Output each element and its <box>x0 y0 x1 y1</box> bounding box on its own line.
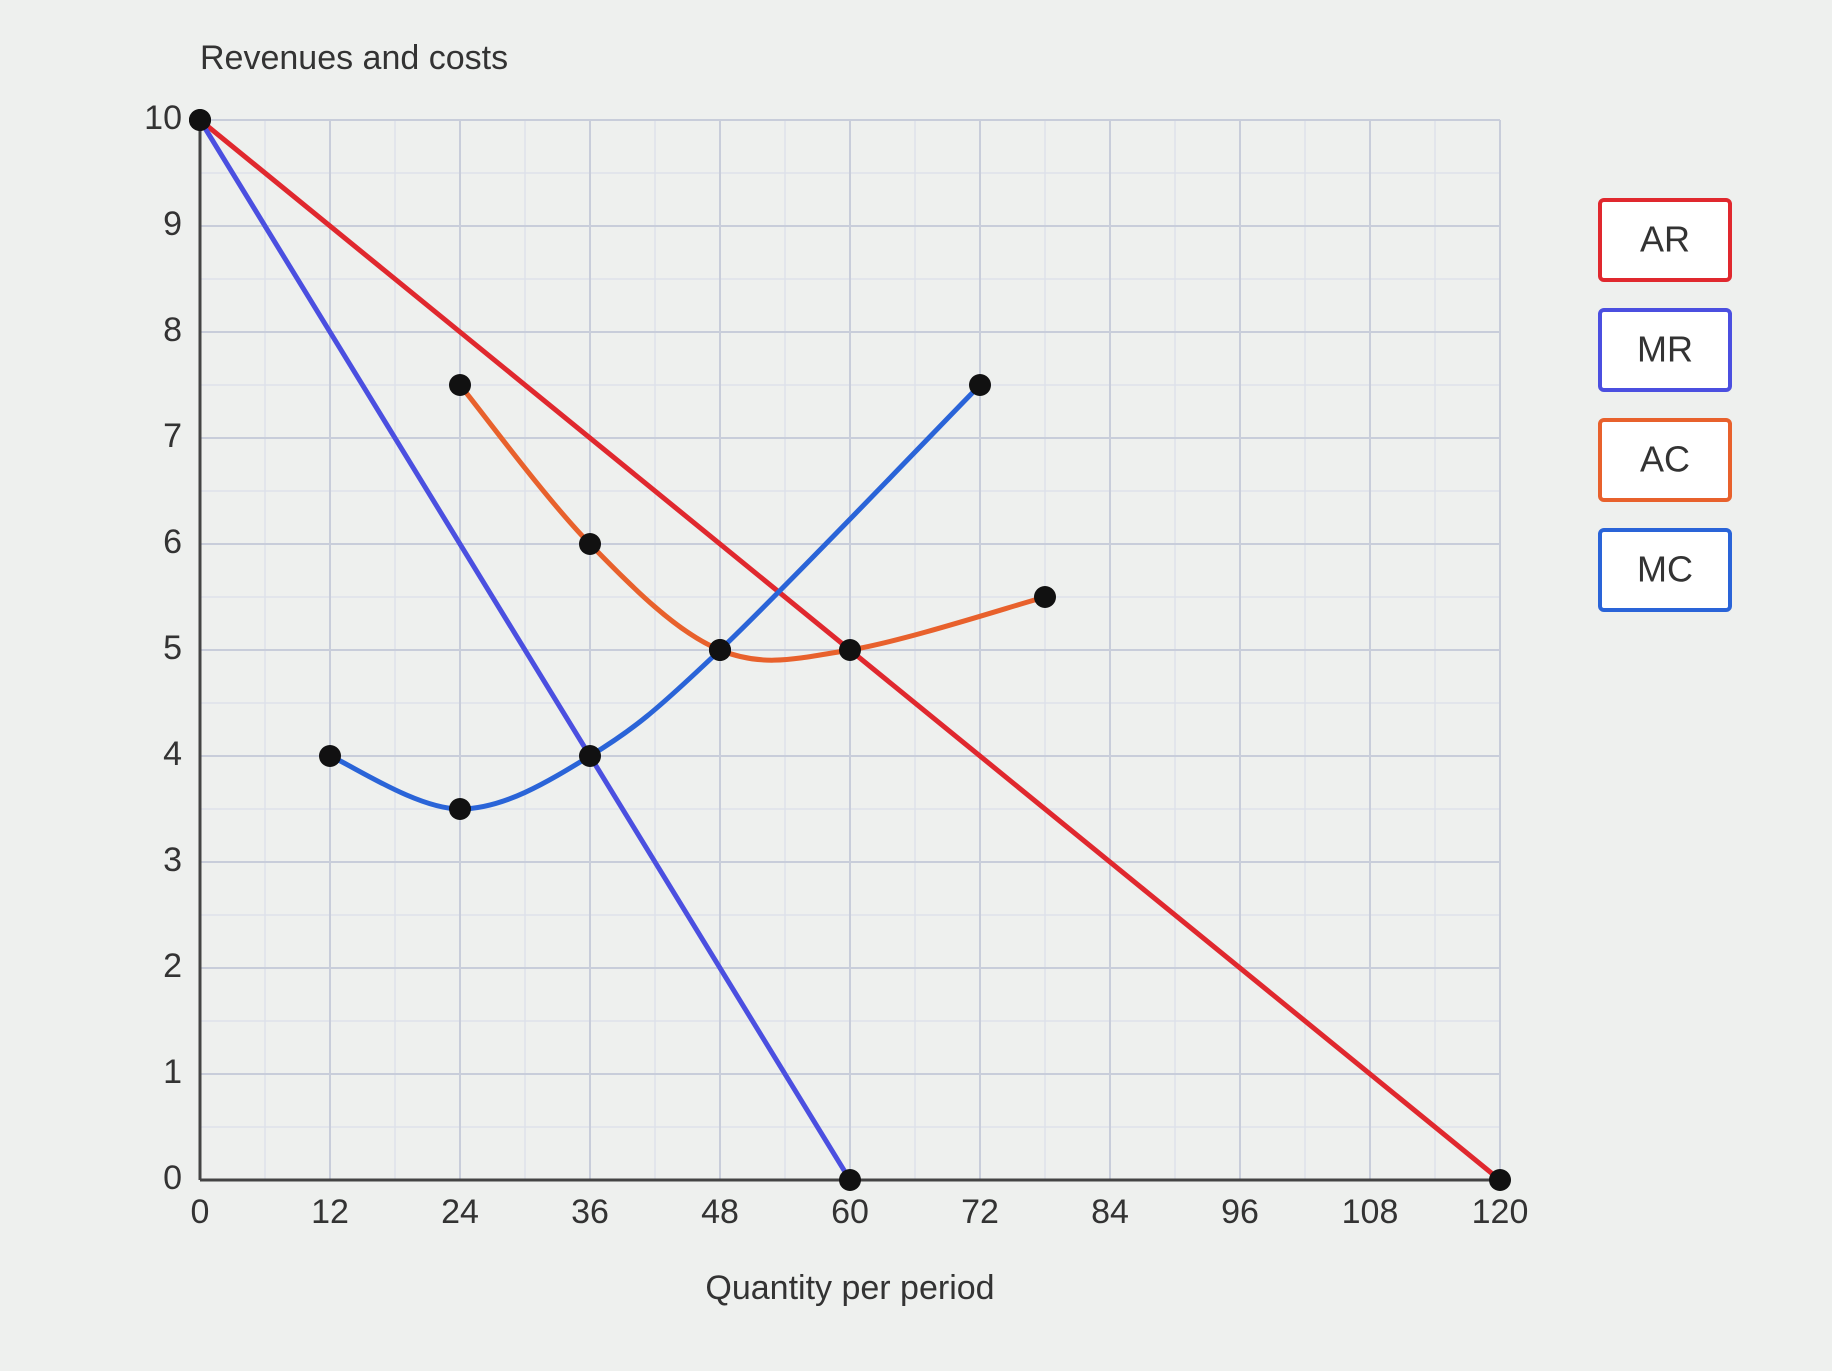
legend-item[interactable]: AC <box>1598 418 1732 502</box>
data-point <box>839 639 861 661</box>
legend-box[interactable] <box>1598 528 1732 612</box>
x-tick-label: 48 <box>701 1193 739 1231</box>
series-line <box>197 118 853 1182</box>
y-tick-label: 6 <box>163 523 182 561</box>
data-point <box>709 639 731 661</box>
y-tick-label: 2 <box>163 947 182 985</box>
x-tick-label: 108 <box>1342 1193 1399 1231</box>
y-tick-label: 3 <box>163 841 182 879</box>
x-tick-label: 36 <box>571 1193 609 1231</box>
y-tick-label: 9 <box>163 205 182 243</box>
legend-label: MR <box>1637 329 1693 370</box>
x-axis-label: Quantity per period <box>705 1269 994 1307</box>
x-tick-label: 12 <box>311 1193 349 1231</box>
y-axis-label: Revenues and costs <box>200 39 508 77</box>
y-tick-label: 4 <box>163 735 182 773</box>
y-tick-label: 8 <box>163 311 182 349</box>
data-point <box>839 1169 861 1191</box>
data-point <box>579 533 601 555</box>
y-tick-label: 5 <box>163 629 182 667</box>
data-point <box>449 798 471 820</box>
y-tick-label: 7 <box>163 417 182 455</box>
x-tick-label: 0 <box>191 1193 210 1231</box>
x-tick-label: 72 <box>961 1193 999 1231</box>
x-tick-label: 96 <box>1221 1193 1259 1231</box>
legend-item[interactable]: MR <box>1598 308 1732 392</box>
legend-label: AR <box>1640 219 1690 260</box>
y-tick-label: 1 <box>163 1053 182 1091</box>
y-tick-label: 10 <box>144 99 182 137</box>
data-point <box>969 374 991 396</box>
legend-item[interactable]: AR <box>1598 198 1732 282</box>
data-point <box>319 745 341 767</box>
legend-box[interactable] <box>1598 198 1732 282</box>
x-tick-label: 24 <box>441 1193 479 1231</box>
data-point <box>449 374 471 396</box>
legend-item[interactable]: MC <box>1598 528 1732 612</box>
series-line <box>329 383 982 812</box>
data-point <box>579 745 601 767</box>
x-tick-label: 120 <box>1472 1193 1529 1231</box>
data-point <box>1489 1169 1511 1191</box>
y-tick-label: 0 <box>163 1159 182 1197</box>
legend-label: AC <box>1640 439 1690 480</box>
x-tick-label: 84 <box>1091 1193 1129 1231</box>
legend-label: MC <box>1637 549 1693 590</box>
data-point <box>189 109 211 131</box>
legend-box[interactable] <box>1598 418 1732 502</box>
legend-box[interactable] <box>1598 308 1732 392</box>
data-point <box>1034 586 1056 608</box>
x-tick-label: 60 <box>831 1193 869 1231</box>
